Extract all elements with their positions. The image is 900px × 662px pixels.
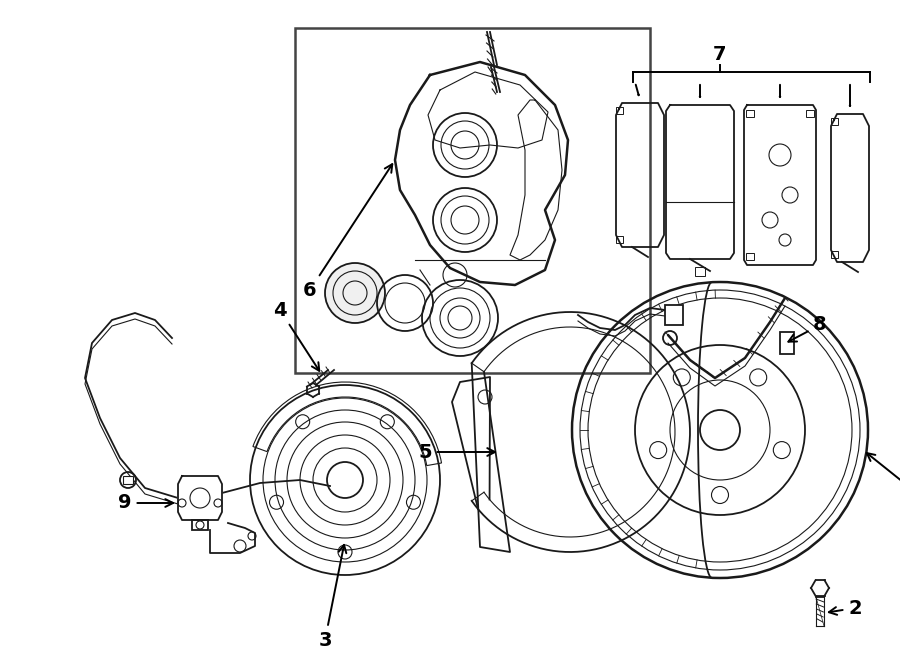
- Text: 2: 2: [829, 598, 862, 618]
- Bar: [746, 110, 754, 117]
- Bar: [192, 520, 208, 530]
- Bar: [695, 267, 705, 276]
- Bar: [806, 110, 814, 117]
- Text: 5: 5: [418, 442, 495, 461]
- Text: 4: 4: [274, 301, 319, 371]
- Bar: [780, 332, 794, 354]
- Text: 1: 1: [867, 453, 900, 500]
- Bar: [616, 236, 623, 243]
- Bar: [665, 305, 683, 325]
- Polygon shape: [178, 476, 222, 520]
- Bar: [295, 28, 650, 373]
- Text: 8: 8: [788, 316, 827, 342]
- Circle shape: [325, 263, 385, 323]
- Text: 6: 6: [303, 164, 392, 299]
- Text: 7: 7: [713, 46, 727, 64]
- Bar: [616, 107, 623, 114]
- Bar: [746, 253, 754, 260]
- Bar: [831, 118, 838, 125]
- Text: 9: 9: [118, 493, 173, 512]
- Bar: [831, 251, 838, 258]
- Text: 3: 3: [319, 545, 346, 649]
- Bar: [123, 476, 133, 484]
